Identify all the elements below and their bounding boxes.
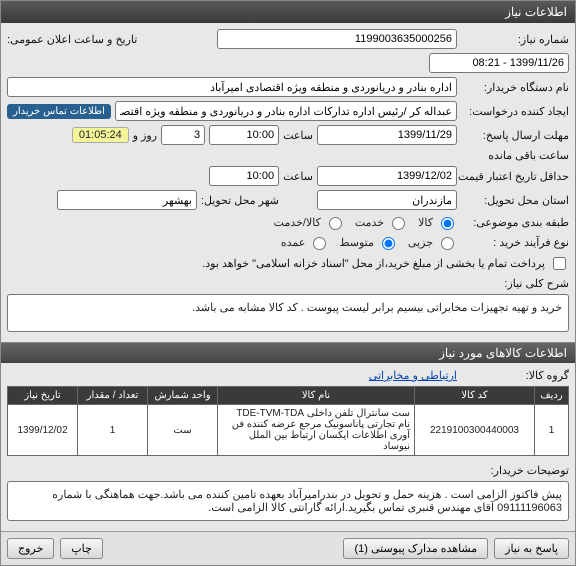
label-buy-type: نوع فرآیند خرید : <box>461 236 569 249</box>
cell-unit: ست <box>148 405 218 456</box>
goods-section-header: اطلاعات کالاهای مورد نیاز <box>1 342 575 363</box>
need-title-box[interactable]: خرید و تهیه تجهیزات مخابراتی بیسیم برابر… <box>7 294 569 332</box>
cell-row: 1 <box>535 405 569 456</box>
exit-button[interactable]: خروج <box>7 538 54 559</box>
label-buyer-notes: توضیحات خریدار: <box>461 464 569 477</box>
label-province: استان محل تحویل: <box>461 194 569 207</box>
th-unit: واحد شمارش <box>148 387 218 405</box>
table-row[interactable]: 1 2219100300440003 ست سانترال تلفن داخلی… <box>8 405 569 456</box>
org-name-field[interactable] <box>7 77 457 97</box>
label-city: شهر محل تحویل: <box>201 194 279 207</box>
radio-goods[interactable]: کالا <box>418 214 457 230</box>
public-datetime-field[interactable] <box>429 53 569 73</box>
buy-radio-group: جزیی متوسط عمده <box>281 234 457 250</box>
budget-radio-group: کالا خدمت کالا/خدمت <box>274 214 457 230</box>
goods-group-link[interactable]: ارتباطی و مخابراتی <box>369 369 457 382</box>
validity-date-field[interactable] <box>317 166 457 186</box>
radio-low[interactable]: جزیی <box>408 234 457 250</box>
main-form: شماره نیاز: تاریخ و ساعت اعلان عمومی: نا… <box>1 23 575 342</box>
th-qty: تعداد / مقدار <box>78 387 148 405</box>
countdown-timer: 01:05:24 <box>72 127 129 143</box>
attachments-button[interactable]: مشاهده مدارک پیوستی (1) <box>343 538 488 559</box>
label-need-title: شرح کلی نیاز: <box>461 277 569 290</box>
print-button[interactable]: چاپ <box>60 538 103 559</box>
validity-hour-field[interactable] <box>209 166 279 186</box>
cell-qty: 1 <box>78 405 148 456</box>
label-creator: ایجاد کننده درخواست: <box>461 105 569 118</box>
radio-service[interactable]: خدمت <box>355 214 408 230</box>
label-budget-cls: طبقه بندی موضوعی: <box>461 216 569 229</box>
goods-table: ردیف کد کالا نام کالا واحد شمارش تعداد /… <box>7 386 569 456</box>
window-title: اطلاعات نیاز <box>1 1 575 23</box>
label-hour-2: ساعت <box>283 170 313 183</box>
need-number-field[interactable] <box>217 29 457 49</box>
th-row: ردیف <box>535 387 569 405</box>
cell-code: 2219100300440003 <box>415 405 535 456</box>
label-answer-deadline: مهلت ارسال پاسخ: <box>461 129 569 142</box>
table-header-row: ردیف کد کالا نام کالا واحد شمارش تعداد /… <box>8 387 569 405</box>
label-day-and: روز و <box>133 129 157 142</box>
footer-bar: پاسخ به نیاز مشاهده مدارک پیوستی (1) چاپ… <box>1 531 575 565</box>
radio-mid[interactable]: متوسط <box>339 234 398 250</box>
label-org: نام دستگاه خریدار: <box>461 81 569 94</box>
label-min-validity: حداقل تاریخ اعتبار قیمت: تا تاریخ: <box>461 170 569 183</box>
label-pub-dt: تاریخ و ساعت اعلان عمومی: <box>7 33 137 46</box>
cell-date: 1399/12/02 <box>8 405 78 456</box>
th-name: نام کالا <box>218 387 415 405</box>
label-need-no: شماره نیاز: <box>461 33 569 46</box>
creator-field[interactable] <box>115 101 457 121</box>
th-date: تاریخ نیاز <box>8 387 78 405</box>
cell-name: ست سانترال تلفن داخلی TDE-TVM-TDA نام تج… <box>218 405 415 456</box>
radio-high[interactable]: عمده <box>281 234 329 250</box>
answer-hour-field[interactable] <box>209 125 279 145</box>
goods-section: گروه کالا: ارتباطی و مخابراتی ردیف کد کا… <box>1 363 575 531</box>
label-hour-1: ساعت <box>283 129 313 142</box>
buyer-contact-chip[interactable]: اطلاعات تماس خریدار <box>7 104 111 119</box>
partial-pay-checkbox[interactable]: پرداخت تمام یا بخشی از مبلغ خرید،از محل … <box>202 254 569 273</box>
th-code: کد کالا <box>415 387 535 405</box>
province-field[interactable] <box>317 190 457 210</box>
need-info-window: اطلاعات نیاز شماره نیاز: تاریخ و ساعت اع… <box>0 0 576 566</box>
reply-button[interactable]: پاسخ به نیاز <box>494 538 569 559</box>
answer-date-field[interactable] <box>317 125 457 145</box>
city-field[interactable] <box>57 190 197 210</box>
radio-goods-service[interactable]: کالا/خدمت <box>274 214 345 230</box>
buyer-notes-box[interactable]: پیش فاکتوز الزامی است . هزینه حمل و تحوی… <box>7 481 569 521</box>
days-left-field <box>161 125 205 145</box>
label-time-left: ساعت باقی مانده <box>488 149 569 162</box>
label-goods-group: گروه کالا: <box>461 369 569 382</box>
